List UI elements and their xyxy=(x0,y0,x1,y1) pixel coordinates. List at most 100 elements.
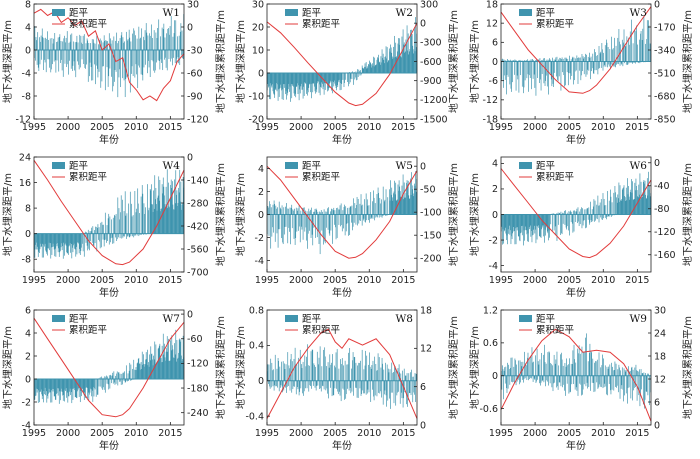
anomaly-bar xyxy=(165,351,167,379)
anomaly-bar xyxy=(640,369,642,376)
anomaly-bar xyxy=(569,61,571,74)
anomaly-bar xyxy=(524,375,526,379)
anomaly-bar xyxy=(39,233,41,250)
anomaly-bar xyxy=(531,347,533,376)
anomaly-bar xyxy=(392,58,394,73)
right-tick-label: -40 xyxy=(654,181,670,192)
anomaly-bar xyxy=(582,375,583,395)
anomaly-bar xyxy=(568,375,570,394)
anomaly-bar xyxy=(140,362,142,379)
anomaly-bar xyxy=(38,233,40,252)
anomaly-bar xyxy=(307,344,308,381)
anomaly-bar xyxy=(113,233,115,244)
left-tick-label: -4 xyxy=(489,261,498,272)
anomaly-bar xyxy=(319,380,320,390)
anomaly-bar xyxy=(596,204,598,215)
anomaly-bar xyxy=(596,214,598,220)
anomaly-bar xyxy=(139,38,141,50)
anomaly-bar xyxy=(75,50,77,78)
anomaly-bar xyxy=(351,73,353,80)
anomaly-bar xyxy=(57,233,59,253)
anomaly-bar xyxy=(105,376,107,379)
anomaly-bar xyxy=(119,233,121,239)
anomaly-bar xyxy=(516,214,518,231)
anomaly-bar xyxy=(283,363,285,381)
anomaly-bar xyxy=(156,37,158,50)
anomaly-bar xyxy=(387,60,389,73)
anomaly-bar xyxy=(606,39,607,62)
anomaly-bar xyxy=(533,361,535,376)
anomaly-bar xyxy=(581,214,583,229)
anomaly-bar xyxy=(383,63,385,73)
anomaly-bar xyxy=(637,196,638,215)
anomaly-bar xyxy=(114,379,115,383)
anomaly-bar xyxy=(98,379,100,387)
anomaly-bar xyxy=(507,375,509,389)
right-axis-title: 地下水埋深累积距平/m xyxy=(214,316,227,419)
anomaly-bar xyxy=(375,363,377,381)
anomaly-bar xyxy=(362,214,364,221)
anomaly-bar xyxy=(565,366,567,376)
legend-bar-label: 距平 xyxy=(302,8,322,19)
anomaly-bar xyxy=(633,61,635,63)
anomaly-bar xyxy=(329,73,331,84)
anomaly-bar xyxy=(58,50,60,72)
anomaly-bar xyxy=(626,369,628,376)
anomaly-bar xyxy=(643,372,645,376)
anomaly-bar xyxy=(586,375,588,383)
anomaly-bar xyxy=(154,199,156,234)
anomaly-bar xyxy=(616,202,618,215)
anomaly-bars xyxy=(33,14,185,98)
anomaly-bar xyxy=(305,380,306,389)
right-tick-label: -160 xyxy=(654,250,676,261)
anomaly-bar xyxy=(103,379,105,390)
anomaly-bar xyxy=(268,214,270,236)
anomaly-bar xyxy=(66,379,68,398)
anomaly-bar xyxy=(578,57,580,62)
anomaly-bar xyxy=(546,61,548,87)
anomaly-bar xyxy=(314,73,315,87)
anomaly-bar xyxy=(566,58,567,62)
anomaly-bar xyxy=(97,50,98,69)
anomaly-bar xyxy=(280,73,282,88)
anomaly-bar xyxy=(562,212,563,215)
anomaly-bar xyxy=(310,73,312,85)
anomaly-bar xyxy=(616,61,618,64)
anomaly-bar xyxy=(546,375,548,382)
anomaly-bar xyxy=(153,50,154,71)
anomaly-bar xyxy=(348,352,349,381)
anomaly-bar xyxy=(144,30,146,50)
anomaly-bar xyxy=(378,214,380,218)
anomaly-bar xyxy=(370,63,372,73)
anomaly-bar xyxy=(153,355,154,379)
anomaly-bar xyxy=(532,214,534,235)
anomaly-bar xyxy=(540,375,541,386)
anomaly-bar xyxy=(177,36,178,50)
anomaly-bar xyxy=(58,379,60,389)
anomaly-bar xyxy=(565,61,566,86)
anomaly-bar xyxy=(74,50,75,71)
anomaly-bar xyxy=(554,61,556,73)
anomaly-bar xyxy=(339,205,341,215)
anomaly-bar xyxy=(367,380,369,390)
anomaly-bar xyxy=(92,50,94,81)
anomaly-bar xyxy=(573,57,575,62)
anomaly-bar xyxy=(520,214,521,234)
anomaly-bar xyxy=(394,35,395,73)
anomaly-bar xyxy=(339,73,340,80)
anomaly-bar xyxy=(276,368,278,381)
anomaly-bars xyxy=(500,171,652,246)
anomaly-bar xyxy=(648,373,649,376)
anomaly-bar xyxy=(302,73,304,99)
anomaly-bar xyxy=(517,60,519,62)
anomaly-bar xyxy=(157,197,158,234)
x-axis-title: 年份 xyxy=(99,439,119,452)
anomaly-bar xyxy=(78,379,79,389)
anomaly-bar xyxy=(362,68,364,73)
anomaly-bar xyxy=(67,379,69,403)
anomaly-bar xyxy=(312,214,314,246)
anomaly-bar xyxy=(646,373,648,376)
anomaly-bar xyxy=(86,379,88,388)
left-tick-label: -4 xyxy=(255,256,264,267)
